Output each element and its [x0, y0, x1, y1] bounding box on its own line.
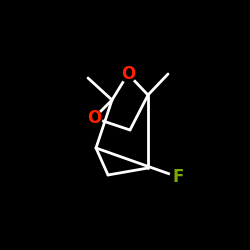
Text: O: O	[121, 65, 135, 83]
Circle shape	[86, 110, 102, 126]
Circle shape	[120, 66, 136, 82]
Circle shape	[170, 169, 186, 185]
Text: F: F	[172, 168, 184, 186]
Text: O: O	[87, 109, 101, 127]
